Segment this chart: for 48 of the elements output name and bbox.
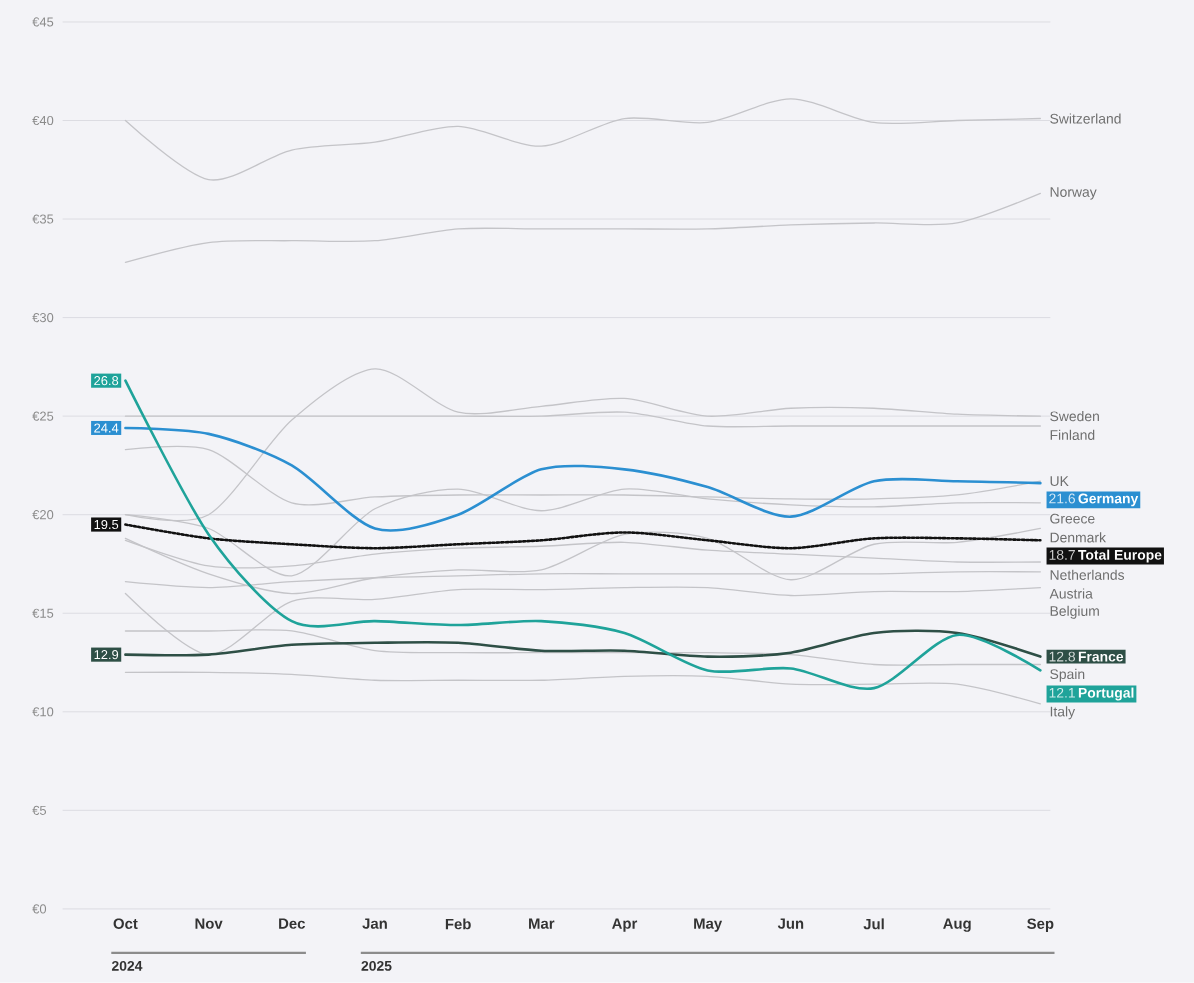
y-tick-label: €45 — [32, 17, 54, 27]
x-tick-label: Jul — [863, 918, 884, 930]
series-label: Italy — [1050, 706, 1076, 720]
x-tick-label: Dec — [279, 918, 306, 929]
series-label: Finland — [1050, 429, 1095, 441]
series-label: Austria — [1049, 588, 1093, 599]
series-label: Netherlands — [1050, 569, 1125, 581]
data-label: 24.4 — [94, 423, 119, 433]
x-tick-label: Mar — [529, 918, 555, 929]
y-tick-label: €35 — [32, 214, 54, 224]
data-label: 21.6 — [1049, 493, 1076, 504]
x-tick-label: Feb — [445, 918, 471, 930]
y-tick-label: €5 — [32, 805, 47, 816]
y-tick-label: €40 — [32, 116, 54, 126]
text: Portugal — [1078, 687, 1134, 701]
y-tick-label: €20 — [32, 510, 54, 520]
data-label: 18.7 — [1049, 550, 1075, 560]
x-tick-label: Nov — [195, 918, 223, 929]
data-label: 12.9 — [94, 650, 119, 660]
y-tick-label: €25 — [32, 411, 54, 421]
series-label: Norway — [1050, 187, 1097, 200]
series-label: Denmark — [1050, 532, 1107, 543]
x-tick-label: Oct — [113, 918, 138, 930]
x-tick-label: Jan — [362, 918, 387, 929]
data-label: 19.5 — [94, 520, 119, 530]
text: 2025 — [361, 961, 392, 971]
y-tick-label: €0 — [32, 904, 47, 914]
series-label: Greece — [1050, 513, 1095, 524]
text: 2024 — [111, 961, 143, 971]
text: Total Europe — [1078, 549, 1162, 563]
x-tick-label: Aug — [943, 918, 971, 932]
series-label: Sweden — [1050, 411, 1099, 422]
y-tick-label: €30 — [32, 313, 54, 323]
x-tick-label: May — [694, 918, 723, 932]
y-tick-label: €15 — [32, 608, 54, 618]
y-tick-label: €10 — [32, 707, 54, 717]
data-label: 12.8 — [1049, 651, 1076, 662]
series-label: Spain — [1050, 668, 1085, 682]
text: France — [1078, 651, 1124, 662]
series-label: UK — [1050, 476, 1069, 487]
data-label: 26.8 — [94, 376, 119, 386]
data-label: 12.1 — [1049, 688, 1075, 698]
series-label: Belgium — [1050, 605, 1099, 619]
text: Germany — [1078, 493, 1139, 507]
series-label: Switzerland — [1050, 113, 1121, 124]
x-tick-label: Apr — [612, 918, 638, 932]
x-tick-label: Sep — [1027, 918, 1054, 933]
x-tick-label: Jun — [777, 918, 804, 929]
